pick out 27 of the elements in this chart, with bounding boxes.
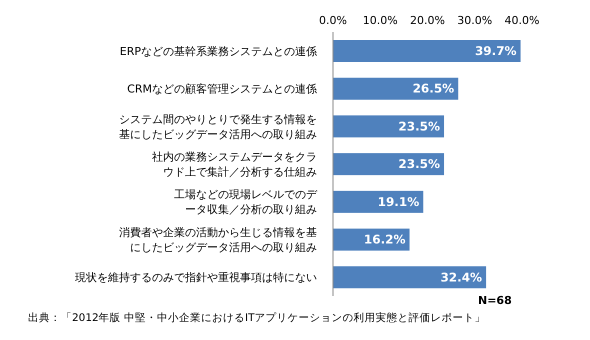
data-label: 26.5%	[412, 82, 454, 96]
y-tick-label: 工場などの現場レベルでのデータ収集／分析の取り組み	[174, 188, 318, 216]
y-tick-label: 社内の業務システムデータをクラウド上で集計／分析する仕組み	[152, 150, 317, 178]
bar	[333, 40, 521, 62]
bar	[333, 190, 424, 213]
data-label: 39.7%	[474, 44, 517, 58]
bar	[333, 153, 444, 176]
y-tick-label: 現状を維持するのみで指針や重視事項は特にない	[75, 270, 317, 284]
x-tick-label: 20.0%	[410, 14, 445, 27]
y-tick-label: システム間のやりとりで発生する情報を基にしたビッグデータ活用への取り組み	[119, 112, 317, 140]
x-tick-label: 40.0%	[504, 14, 540, 27]
x-tick-label: 10.0%	[362, 14, 398, 27]
y-tick-label: 消費者や企業の活動から生じる情報を基にしたビッグデータ活用への取り組み	[119, 225, 317, 254]
bar	[333, 78, 458, 100]
x-tick-label: 30.0%	[457, 14, 492, 27]
data-label: 23.5%	[398, 119, 440, 134]
annotation: N=68	[478, 294, 512, 307]
x-tick-label: 0.0%	[319, 14, 347, 27]
source-note: 出典：「2012年版 中堅・中小企業におけるITアプリケーションの利用実態と評価レポート」	[28, 311, 486, 325]
data-label: 32.4%	[440, 270, 482, 284]
y-tick-label: ERPなどの基幹系業務システムとの連係	[120, 44, 317, 58]
y-tick-label: CRMなどの顧客管理システムとの連係	[127, 82, 317, 96]
bar	[333, 266, 486, 288]
data-label: 19.1%	[378, 194, 420, 209]
data-label: 16.2%	[364, 232, 406, 247]
bar	[333, 115, 444, 138]
data-label: 23.5%	[398, 157, 440, 172]
